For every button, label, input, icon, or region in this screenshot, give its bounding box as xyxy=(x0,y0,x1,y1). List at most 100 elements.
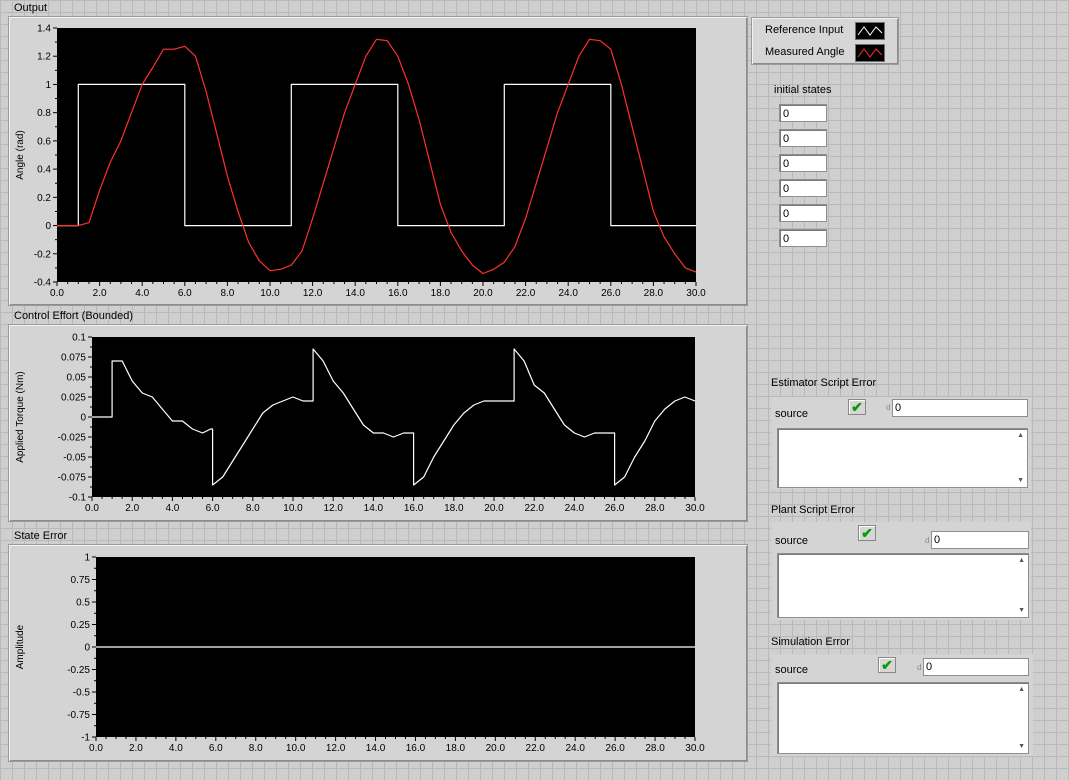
x-tick-label: 16.0 xyxy=(388,288,408,299)
x-tick-label: 26.0 xyxy=(601,288,621,299)
x-tick-label: 16.0 xyxy=(404,503,424,514)
estimator-status-check-icon[interactable]: ✔ xyxy=(848,399,866,415)
x-tick-label: 16.0 xyxy=(406,743,426,754)
output-plot[interactable]: 1.4 1.2 1 0.8 0.6 0.4 0.2 0 -0.2 -0.40.0 2.0 4.0 6.0… xyxy=(9,17,747,305)
simulation-code-field[interactable]: 0 xyxy=(923,658,1029,676)
reference-line-icon[interactable] xyxy=(855,22,885,40)
y-tick-label: 0.075 xyxy=(61,353,86,364)
estimator-error-cluster: source ✔ d 0 ▲ ▼ xyxy=(771,397,1031,489)
x-tick-label: 12.0 xyxy=(326,743,346,754)
x-tick-label: 6.0 xyxy=(206,503,220,514)
x-tick-label: 24.0 xyxy=(558,288,578,299)
plant-code-field[interactable]: 0 xyxy=(931,531,1029,549)
plant-source-text[interactable]: ▲ ▼ xyxy=(777,553,1029,618)
y-tick-label: 0.5 xyxy=(76,598,90,609)
x-tick-label: 14.0 xyxy=(345,288,365,299)
simulation-source-text[interactable]: ▲ ▼ xyxy=(777,682,1029,754)
x-tick-label: 30.0 xyxy=(685,503,705,514)
legend-item-reference[interactable]: Reference Input xyxy=(752,19,898,41)
control-chart-label: Control Effort (Bounded) xyxy=(14,310,134,322)
x-tick-label: 10.0 xyxy=(283,503,303,514)
x-tick-label: 4.0 xyxy=(169,743,183,754)
y-tick-label: 0.2 xyxy=(37,193,51,204)
control-chart: 0.1 0.075 0.05 0.025 0 -0.025 -0.05 -0.075 -0.1 0… xyxy=(8,324,748,522)
y-tick-label: -0.025 xyxy=(58,433,87,444)
initial-state-1[interactable]: 0 xyxy=(779,129,827,147)
x-tick-label: 30.0 xyxy=(686,288,706,299)
x-tick-label: 2.0 xyxy=(125,503,139,514)
y-tick-label: -1 xyxy=(81,733,90,744)
y-tick-label: -0.05 xyxy=(63,453,86,464)
scroll-down-icon[interactable]: ▼ xyxy=(1017,477,1024,484)
x-tick-label: 12.0 xyxy=(303,288,323,299)
y-axis-label: Angle (rad) xyxy=(15,130,26,179)
x-tick-label: 14.0 xyxy=(366,743,386,754)
y-tick-label: 0 xyxy=(84,643,90,654)
y-axis-label: Applied Torque (Nm) xyxy=(15,371,26,463)
x-tick-label: 20.0 xyxy=(484,503,504,514)
estimator-code-prefix: d xyxy=(886,403,891,412)
initial-state-4[interactable]: 0 xyxy=(779,204,827,222)
state-chart: 1 0.75 0.5 0.25 0 -0.25 -0.5 -0.75 -1 0.0 2.0 4.0 6.… xyxy=(8,544,748,762)
scroll-down-icon[interactable]: ▼ xyxy=(1018,607,1025,614)
plant-status-check-icon[interactable]: ✔ xyxy=(858,525,876,541)
x-tick-label: 4.0 xyxy=(135,288,149,299)
state-chart-label: State Error xyxy=(14,530,68,542)
y-tick-label: 0.25 xyxy=(71,620,91,631)
y-tick-label: 0.1 xyxy=(72,333,86,344)
y-tick-label: 0.4 xyxy=(37,165,51,176)
initial-state-0[interactable]: 0 xyxy=(779,104,827,122)
legend-item-measured[interactable]: Measured Angle xyxy=(752,41,898,63)
y-tick-label: 0.6 xyxy=(37,136,51,147)
legend-label-reference: Reference Input xyxy=(765,24,844,36)
control-plot[interactable]: 0.1 0.075 0.05 0.025 0 -0.025 -0.05 -0.075 -0.10… xyxy=(9,325,747,521)
x-tick-label: 26.0 xyxy=(605,743,625,754)
x-tick-label: 8.0 xyxy=(220,288,234,299)
state-plot[interactable]: 1 0.75 0.5 0.25 0 -0.25 -0.5 -0.75 -10.0 2.0 4.0 6.… xyxy=(9,545,747,761)
plant-code-prefix: d xyxy=(925,536,930,545)
x-tick-label: 22.0 xyxy=(526,743,546,754)
y-tick-label: 1 xyxy=(45,80,51,91)
plant-error-cluster: source ✔ d 0 ▲ ▼ xyxy=(771,522,1031,620)
measured-line-icon[interactable] xyxy=(855,44,885,62)
y-tick-label: 0 xyxy=(45,221,51,232)
y-tick-label: 0.75 xyxy=(71,575,91,586)
plot-legend: Reference Input Measured Angle xyxy=(751,17,899,65)
y-tick-label: 0.05 xyxy=(67,373,87,384)
simulation-status-check-icon[interactable]: ✔ xyxy=(878,657,896,673)
y-tick-label: -0.075 xyxy=(58,473,87,484)
scroll-up-icon[interactable]: ▲ xyxy=(1017,432,1024,439)
y-tick-label: 0 xyxy=(80,413,86,424)
x-tick-label: 8.0 xyxy=(246,503,260,514)
estimator-error-title: Estimator Script Error xyxy=(771,377,877,389)
plant-source-label: source xyxy=(775,535,809,547)
initial-states-label: initial states xyxy=(774,84,832,96)
y-tick-label: 0.025 xyxy=(61,393,86,404)
x-tick-label: 18.0 xyxy=(446,743,466,754)
series-line-1 xyxy=(57,38,697,275)
scroll-up-icon[interactable]: ▲ xyxy=(1018,686,1025,693)
scroll-up-icon[interactable]: ▲ xyxy=(1018,557,1025,564)
x-tick-label: 22.0 xyxy=(516,288,536,299)
y-tick-label: 1.2 xyxy=(37,52,51,63)
estimator-code-field[interactable]: 0 xyxy=(892,399,1028,417)
x-tick-label: 28.0 xyxy=(644,288,664,299)
x-tick-label: 18.0 xyxy=(431,288,451,299)
x-tick-label: 8.0 xyxy=(249,743,263,754)
x-tick-label: 4.0 xyxy=(165,503,179,514)
x-tick-label: 22.0 xyxy=(524,503,544,514)
x-tick-label: 18.0 xyxy=(444,503,464,514)
simulation-error-title: Simulation Error xyxy=(771,636,850,648)
estimator-source-text[interactable]: ▲ ▼ xyxy=(777,428,1028,488)
initial-state-5[interactable]: 0 xyxy=(779,229,827,247)
initial-state-3[interactable]: 0 xyxy=(779,179,827,197)
scroll-down-icon[interactable]: ▼ xyxy=(1018,743,1025,750)
estimator-source-label: source xyxy=(775,408,809,420)
x-tick-label: 14.0 xyxy=(364,503,384,514)
y-axis-label: Amplitude xyxy=(15,624,26,669)
y-tick-label: -0.25 xyxy=(67,665,90,676)
x-tick-label: 6.0 xyxy=(209,743,223,754)
x-tick-label: 26.0 xyxy=(605,503,625,514)
initial-state-2[interactable]: 0 xyxy=(779,154,827,172)
plot-area xyxy=(57,28,696,282)
